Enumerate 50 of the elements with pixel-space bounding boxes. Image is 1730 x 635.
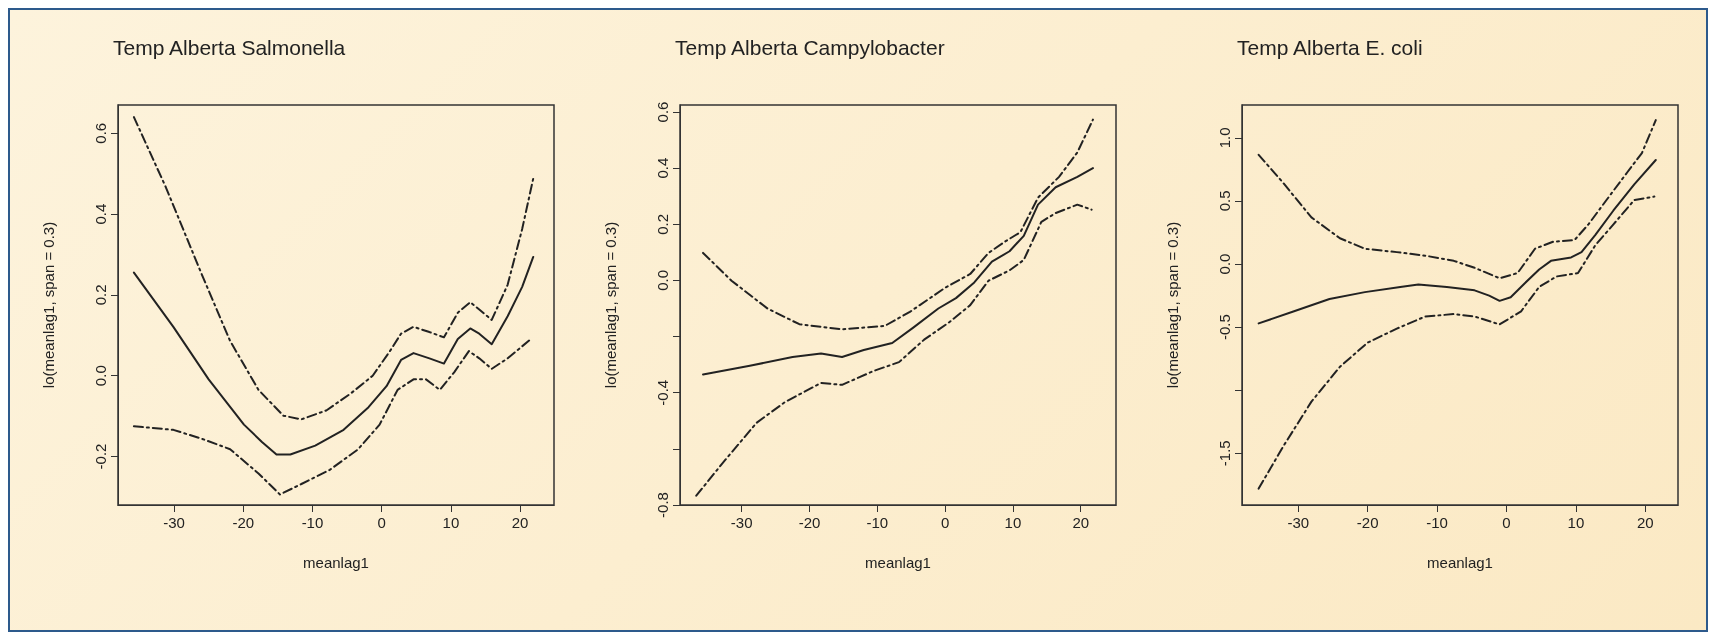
line-series [1257, 159, 1657, 325]
y-tick-label: 0.0 [92, 365, 109, 387]
x-tick-label: -10 [866, 514, 889, 531]
x-tick-label: 0 [940, 514, 950, 531]
chart-title: Temp Alberta E. coli [1237, 36, 1423, 59]
x-tick-label: -10 [301, 514, 324, 531]
x-axis-title: meanlag1 [865, 554, 931, 571]
y-tick-label: 0.0 [1216, 253, 1233, 275]
x-tick-label: -30 [163, 514, 185, 531]
y-tick-label: 0.4 [654, 157, 671, 179]
y-tick-label: -0.5 [1216, 314, 1233, 341]
x-tick-label: 20 [511, 514, 529, 531]
x-axis-title: meanlag1 [303, 554, 369, 571]
x-tick-label: -20 [798, 514, 821, 531]
x-tick-label: -30 [1287, 514, 1310, 531]
line-series [132, 255, 535, 456]
line-series [132, 116, 535, 421]
line-series [1257, 119, 1657, 280]
y-axis-title: lo(meanlag1, span = 0.3) [1164, 221, 1181, 389]
chart-title: Temp Alberta Salmonella [113, 36, 346, 59]
y-axis-title: lo(meanlag1, span = 0.3) [602, 221, 619, 389]
line-series [695, 203, 1093, 497]
y-tick-label: -0.2 [92, 443, 109, 470]
x-tick-label: -30 [730, 514, 753, 531]
chart-title: Temp Alberta Campylobacter [675, 36, 945, 59]
x-tick-label: 0 [377, 514, 386, 531]
y-tick-label: 0.0 [654, 270, 671, 291]
y-tick-label: -0.4 [654, 379, 671, 406]
x-tick-label: 20 [1637, 514, 1654, 531]
y-tick-label: -1.5 [1216, 440, 1233, 467]
y-tick-label: 0.6 [92, 122, 109, 144]
line-series [132, 339, 531, 496]
x-tick-label: -20 [232, 514, 255, 531]
y-tick-label: 0.2 [654, 213, 671, 235]
y-tick-label: 0.5 [1216, 190, 1233, 212]
x-tick-label: -20 [1356, 514, 1379, 531]
y-tick-label: 0.6 [654, 101, 671, 123]
x-tick-label: 10 [442, 514, 460, 531]
y-tick-label: 0.4 [92, 203, 109, 225]
x-axis-title: meanlag1 [1427, 554, 1493, 571]
x-tick-label: 10 [1004, 514, 1022, 531]
y-axis-title: lo(meanlag1, span = 0.3) [40, 221, 57, 389]
x-tick-label: 10 [1567, 514, 1585, 531]
y-tick-label: 1.0 [1216, 127, 1233, 149]
x-tick-label: 20 [1072, 514, 1090, 531]
x-tick-label: -10 [1426, 514, 1448, 531]
x-tick-label: 0 [1502, 514, 1511, 531]
y-tick-label: -0.8 [654, 492, 671, 518]
y-tick-label: 0.2 [92, 284, 109, 306]
line-series [1257, 195, 1656, 490]
